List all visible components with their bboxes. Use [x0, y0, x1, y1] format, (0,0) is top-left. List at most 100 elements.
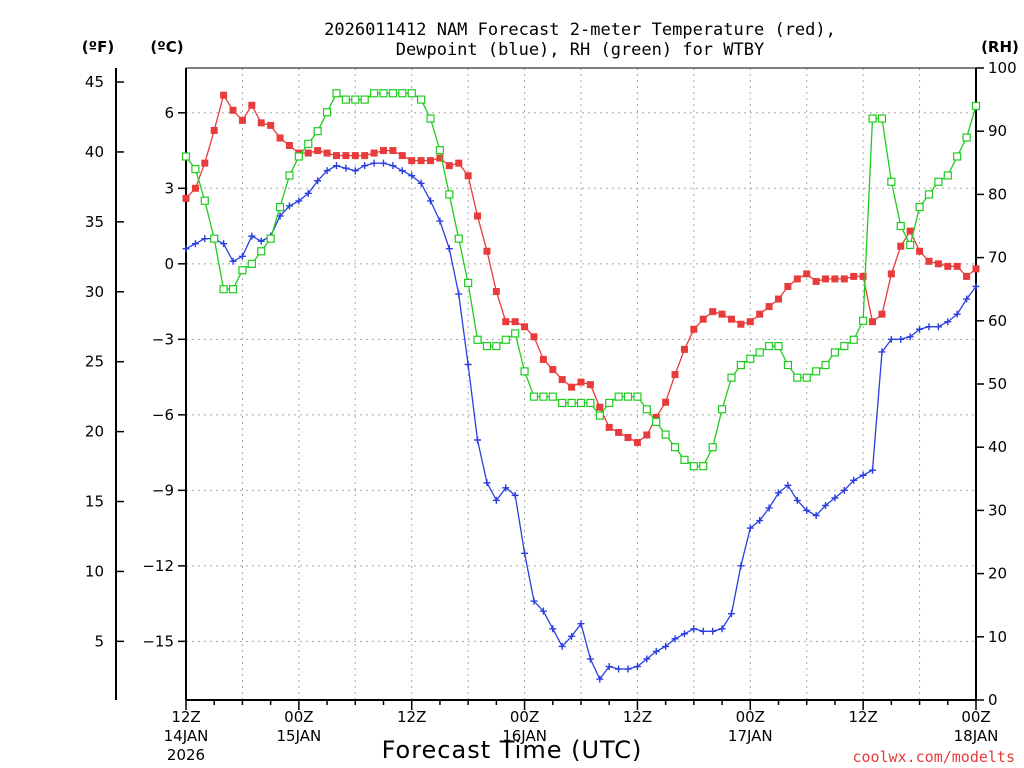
temperature-point — [521, 323, 529, 331]
dewpoint-point — [238, 252, 246, 260]
temperature-point — [680, 345, 688, 353]
dewpoint-point — [775, 489, 782, 497]
dewpoint-point — [812, 512, 820, 520]
temperature-point — [314, 147, 322, 155]
temperature-point — [361, 152, 369, 160]
dewpoint-point — [643, 655, 651, 663]
x-tick-label-time: 12Z — [397, 708, 426, 726]
celsius-tick-label: 6 — [164, 104, 174, 122]
rh-point — [924, 190, 934, 199]
temperature-point — [869, 318, 877, 326]
rh-point — [971, 101, 981, 111]
temperature-point — [699, 315, 707, 323]
fahrenheit-tick-label: 10 — [85, 562, 104, 580]
dewpoint-point — [380, 159, 387, 167]
rh-point — [783, 360, 793, 370]
rh-tick-label: 90 — [988, 122, 1007, 140]
series-layer — [181, 89, 981, 683]
temperature-point — [530, 333, 538, 341]
rh-point — [200, 196, 209, 205]
dewpoint-point — [671, 635, 679, 643]
temperature-point — [906, 227, 914, 235]
dewpoint-point — [934, 323, 942, 331]
credit-text: coolwx.com/modelts — [852, 748, 1015, 766]
rh-tick-label: 50 — [988, 375, 1007, 393]
temperature-point — [568, 383, 576, 391]
dewpoint-point — [953, 310, 961, 318]
temperature-point — [963, 272, 971, 280]
dewpoint-point — [737, 562, 745, 570]
x-tick-label-time: 00Z — [284, 708, 313, 726]
temperature-point — [953, 262, 961, 270]
rh-point — [915, 202, 924, 212]
rh-point — [257, 247, 266, 256]
tick-labels: 630−3−6−9−12−154540353025201510510090807… — [85, 59, 1017, 764]
fahrenheit-tick-label: 30 — [85, 283, 104, 301]
rh-point — [793, 373, 802, 382]
rh-point — [181, 152, 191, 161]
rh-point — [689, 462, 698, 471]
rh-point — [708, 443, 717, 452]
temperature-point — [887, 270, 895, 278]
dewpoint-point — [445, 245, 453, 253]
rh-point — [567, 398, 576, 408]
temperature-point — [304, 149, 312, 157]
temperature-point — [502, 318, 510, 326]
dewpoint-point — [596, 675, 604, 683]
dewpoint-point — [784, 481, 792, 489]
axes — [115, 67, 977, 701]
rh-point — [906, 240, 915, 250]
rh-point — [529, 392, 539, 401]
dewpoint-point — [906, 333, 914, 341]
fahrenheit-tick-label: 15 — [85, 493, 104, 511]
x-tick-label-year: 2026 — [167, 746, 205, 764]
temperature-point — [191, 184, 199, 192]
x-tick-label-date: 14JAN — [164, 727, 209, 745]
temperature-point — [737, 320, 745, 328]
temperature-point — [709, 308, 717, 316]
temperature-point — [643, 431, 651, 439]
dewpoint-point — [389, 162, 397, 170]
temperature-point — [323, 149, 331, 157]
temperature-point — [615, 428, 623, 436]
chart-title-line1: 2026011412 NAM Forecast 2-meter Temperat… — [324, 20, 836, 40]
temperature-point — [812, 277, 820, 285]
dewpoint-point — [436, 217, 444, 225]
fahrenheit-tick-label: 20 — [85, 423, 104, 441]
rh-point — [492, 341, 501, 351]
temperature-point — [342, 152, 350, 160]
celsius-tick-label: −6 — [152, 406, 174, 424]
dewpoint-point — [549, 625, 557, 633]
dewpoint-point — [351, 167, 359, 175]
temperature-point — [332, 152, 340, 160]
rh-point — [699, 462, 708, 471]
rh-point — [247, 259, 256, 269]
temperature-point — [464, 172, 472, 180]
rh-point — [407, 89, 416, 98]
fahrenheit-tick-label: 40 — [85, 143, 104, 161]
x-tick-label-date: 16JAN — [502, 727, 547, 745]
rh-point — [717, 405, 727, 414]
temperature-point — [934, 260, 942, 268]
dewpoint-point — [709, 627, 717, 635]
temperature-point — [370, 149, 378, 157]
temperature-point — [756, 310, 764, 318]
dewpoint-point — [972, 282, 980, 290]
dewpoint-point — [577, 620, 585, 628]
rh-point — [435, 146, 445, 155]
rh-point — [868, 114, 877, 123]
fahrenheit-tick-label: 45 — [85, 73, 104, 91]
celsius-tick-label: 0 — [164, 255, 174, 273]
rh-point — [275, 202, 285, 212]
temperature-point — [248, 101, 256, 109]
rh-point — [501, 335, 510, 344]
dewpoint-point — [521, 549, 529, 557]
dewpoint-point — [408, 172, 416, 180]
rh-point — [953, 152, 962, 161]
rh-point — [322, 108, 332, 117]
temperature-point — [690, 325, 698, 333]
dewpoint-point — [492, 496, 500, 504]
dewpoint-point — [633, 663, 641, 671]
rh-point — [219, 285, 228, 294]
dewpoint-point — [850, 476, 858, 484]
